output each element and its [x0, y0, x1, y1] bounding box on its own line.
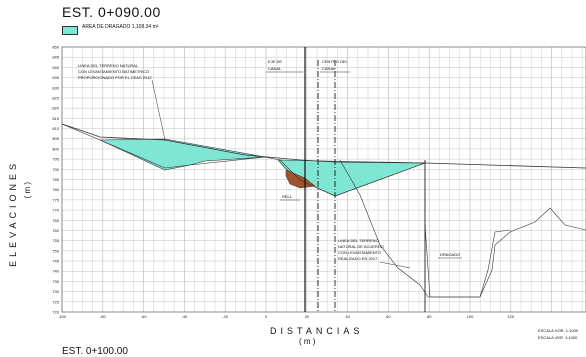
- x-tick-label: -60: [141, 314, 148, 319]
- y-tick-label: 830: [52, 85, 59, 90]
- terreno-note2-line-1: LINEA DEL TERRENO: [338, 238, 379, 243]
- dragado-note: DRAGADO: [438, 252, 462, 258]
- terrain-note-line-2: CON LEVANTAMIENTO BATIMETRICO: [78, 69, 149, 74]
- x-tick-label: 60: [386, 314, 391, 319]
- x-tick-labels: -100 -80 -60 -40 -20 0 20 40 60 80 100 120: [58, 314, 515, 319]
- y-tick-label: 825: [52, 95, 59, 100]
- y-tick-label: 810: [52, 126, 59, 131]
- terreno-note2-line-3: CON LEVANTAMIENTO: [338, 250, 381, 255]
- x-axis-unit: ( m ): [299, 337, 315, 346]
- relleno-label: RELL: [282, 194, 293, 199]
- y-tick-label: 835: [52, 75, 59, 80]
- x-axis-label: DISTANCIAS: [270, 326, 363, 336]
- x-tick-label: 120: [507, 314, 514, 319]
- x-tick-label: -20: [222, 314, 229, 319]
- y-tick-label: 840: [52, 65, 59, 70]
- next-station-title: EST. 0+100.00: [62, 346, 128, 357]
- y-tick-label: 760: [52, 228, 59, 233]
- y-tick-label: 805: [52, 136, 59, 141]
- y-tick-label: 850: [52, 45, 59, 50]
- y-tick-label: 800: [52, 146, 59, 151]
- centro-note: CENTRO DEL CANAL: [320, 59, 350, 72]
- x-tick-label: 40: [345, 314, 350, 319]
- y-tick-label: 820: [52, 106, 59, 111]
- terreno-note2-line-4: REALIZADO EN 2017: [338, 256, 378, 261]
- y-tick-label: 725: [52, 299, 59, 304]
- y-tick-label: 755: [52, 238, 59, 243]
- y-tick-label: 730: [52, 289, 59, 294]
- vertical-scale: ESCALA VER. 1:1000: [538, 335, 577, 340]
- eje-note: EJE DE CANAL: [266, 59, 303, 72]
- y-tick-label: 790: [52, 167, 59, 172]
- terreno-note2-line-2: NATURAL DE ACUERDO: [338, 244, 384, 249]
- centro-label-line-2: CANAL: [322, 66, 336, 71]
- y-tick-label: 785: [52, 177, 59, 182]
- design-section-line: [62, 124, 425, 196]
- y-tick-label: 845: [52, 55, 59, 60]
- y-tick-label: 770: [52, 208, 59, 213]
- dragado-label: DRAGADO: [440, 252, 460, 257]
- y-tick-label: 735: [52, 279, 59, 284]
- y-tick-label: 775: [52, 197, 59, 202]
- relleno-note: RELL: [280, 194, 300, 200]
- y-tick-label: 765: [52, 218, 59, 223]
- eje-label-line-1: EJE DE: [268, 59, 282, 64]
- terreno-note-2: LINEA DEL TERRENO NATURAL DE ACUERDO CON…: [338, 238, 410, 268]
- terrain-note-line-3: PROPORCIONADO POR EL CEAS 2012: [78, 75, 152, 80]
- x-tick-label: -80: [100, 314, 107, 319]
- centro-label-line-1: CENTRO DEL: [322, 59, 349, 64]
- x-tick-label: 80: [427, 314, 432, 319]
- y-tick-labels: 850 845 840 835 830 825 820 815 810 805 800 795 790 7…: [52, 45, 59, 315]
- x-tick-label: 0: [265, 314, 268, 319]
- y-tick-label: 750: [52, 248, 59, 253]
- x-tick-label: -100: [58, 314, 67, 319]
- y-tick-label: 815: [52, 116, 59, 121]
- terrain-note-line-1: LINEA DEL TERRENO NATURAL: [78, 63, 139, 68]
- y-tick-label: 740: [52, 269, 59, 274]
- x-tick-label: -40: [182, 314, 189, 319]
- eje-label-line-2: CANAL: [268, 66, 282, 71]
- x-tick-label: 100: [467, 314, 474, 319]
- x-tick-label: 20: [305, 314, 310, 319]
- y-tick-label: 780: [52, 187, 59, 192]
- y-tick-label: 745: [52, 259, 59, 264]
- y-tick-label: 795: [52, 157, 59, 162]
- horizontal-scale: ESCALA HOR. 1:1000: [538, 328, 578, 333]
